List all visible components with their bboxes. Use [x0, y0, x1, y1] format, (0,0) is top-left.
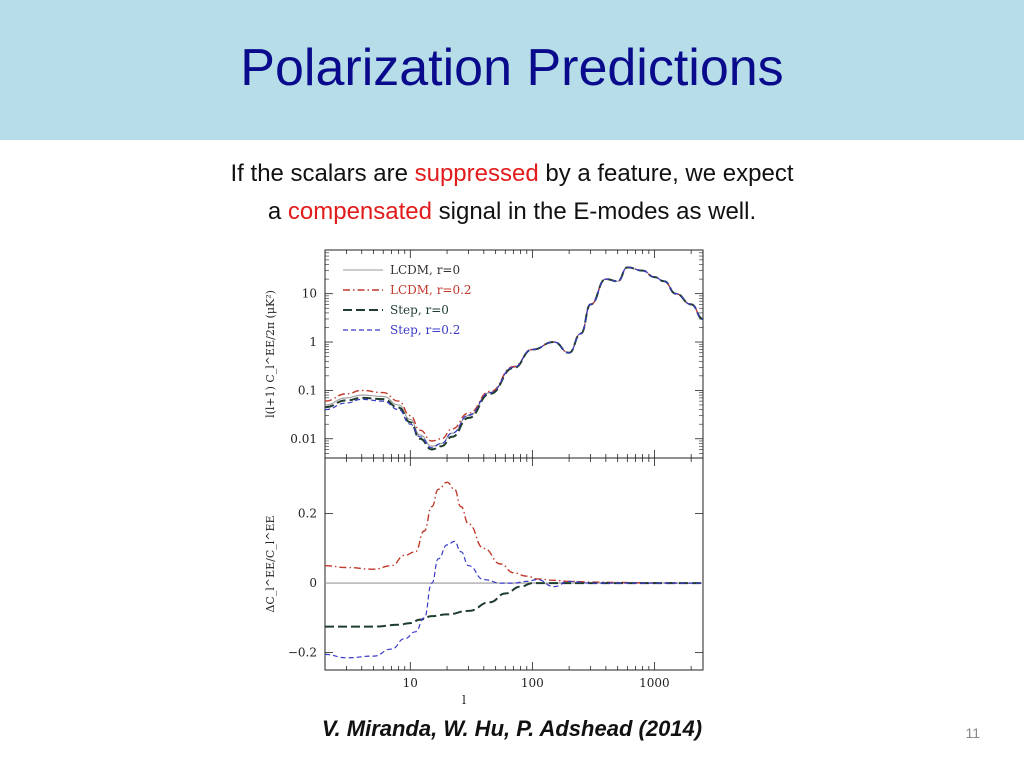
intro-text-part: signal in the E-modes as well. — [431, 198, 757, 225]
legend-label: LCDM, r=0.2 — [390, 283, 472, 297]
top-series-line — [324, 266, 704, 442]
intro-line-1: If the scalars are suppressed by a featu… — [112, 155, 912, 193]
y-tick-label: 0.2 — [298, 507, 317, 521]
intro-text: If the scalars are suppressed by a featu… — [112, 155, 912, 231]
y-tick-label: −0.2 — [288, 646, 317, 660]
bottom-y-axis-label: ΔC_l^EE/C_l^EE — [264, 515, 277, 612]
x-tick-label: 10 — [403, 676, 418, 690]
legend-label: Step, r=0.2 — [390, 323, 460, 337]
citation: V. Miranda, W. Hu, P. Adshead (2014) — [321, 716, 703, 741]
y-tick-label: 0 — [309, 576, 317, 590]
title-band — [0, 0, 1024, 140]
top-series-line — [324, 266, 704, 451]
intro-text-part: If the scalars are — [230, 160, 415, 187]
bottom-series-line — [324, 481, 704, 584]
ee-spectrum-figure: 10 1 0.1 0.01 0.2 0 −0.2 10 100 1000 l l(l+1) C_l^E… — [250, 245, 720, 715]
highlight-suppressed: suppressed — [414, 160, 539, 187]
x-axis-label: l — [462, 693, 466, 707]
top-series-line — [324, 266, 704, 447]
y-tick-label: 0.1 — [298, 383, 317, 397]
y-tick-label: 10 — [302, 287, 317, 301]
top-series-line — [324, 266, 704, 449]
bottom-series-line — [324, 540, 703, 659]
y-tick-label: 0.01 — [290, 432, 317, 446]
slide-title: Polarization Predictions — [240, 39, 784, 97]
y-tick-label: 1 — [309, 335, 317, 349]
intro-line-2: a compensated signal in the E-modes as w… — [112, 193, 912, 231]
legend-label: LCDM, r=0 — [390, 263, 460, 277]
intro-text-part: a — [267, 198, 288, 225]
slide-number: 11 — [965, 725, 980, 741]
legend-label: Step, r=0 — [390, 303, 449, 317]
top-panel-frame — [324, 249, 704, 459]
highlight-compensated: compensated — [287, 198, 432, 225]
intro-text-part: by a feature, we expect — [538, 160, 794, 187]
chart-svg: 10 1 0.1 0.01 0.2 0 −0.2 10 100 1000 l l(l+1) C_l^E… — [264, 249, 704, 707]
x-tick-label: 100 — [521, 676, 544, 690]
x-tick-label: 1000 — [639, 676, 670, 690]
bottom-series-line — [325, 582, 703, 628]
bottom-panel-frame — [324, 457, 704, 671]
top-y-axis-label: l(l+1) C_l^EE/2π (μK²) — [264, 290, 277, 418]
